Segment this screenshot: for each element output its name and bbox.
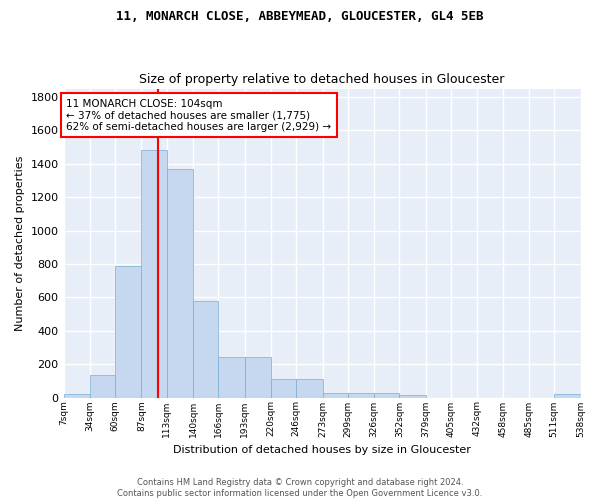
Bar — [400, 395, 426, 398]
Bar — [142, 150, 167, 398]
Bar — [323, 392, 348, 398]
Bar — [374, 394, 400, 398]
Text: Contains HM Land Registry data © Crown copyright and database right 2024.
Contai: Contains HM Land Registry data © Crown c… — [118, 478, 482, 498]
Y-axis label: Number of detached properties: Number of detached properties — [15, 156, 25, 330]
X-axis label: Distribution of detached houses by size in Gloucester: Distribution of detached houses by size … — [173, 445, 471, 455]
Bar — [296, 379, 323, 398]
Bar — [218, 356, 245, 398]
Bar — [193, 302, 218, 398]
Bar — [64, 394, 90, 398]
Bar — [245, 356, 271, 398]
Title: Size of property relative to detached houses in Gloucester: Size of property relative to detached ho… — [139, 73, 505, 86]
Bar — [90, 375, 115, 398]
Bar — [271, 379, 296, 398]
Bar — [115, 266, 142, 398]
Text: 11, MONARCH CLOSE, ABBEYMEAD, GLOUCESTER, GL4 5EB: 11, MONARCH CLOSE, ABBEYMEAD, GLOUCESTER… — [116, 10, 484, 23]
Bar — [554, 394, 581, 398]
Text: 11 MONARCH CLOSE: 104sqm
← 37% of detached houses are smaller (1,775)
62% of sem: 11 MONARCH CLOSE: 104sqm ← 37% of detach… — [67, 98, 332, 132]
Bar — [167, 168, 193, 398]
Bar — [348, 392, 374, 398]
